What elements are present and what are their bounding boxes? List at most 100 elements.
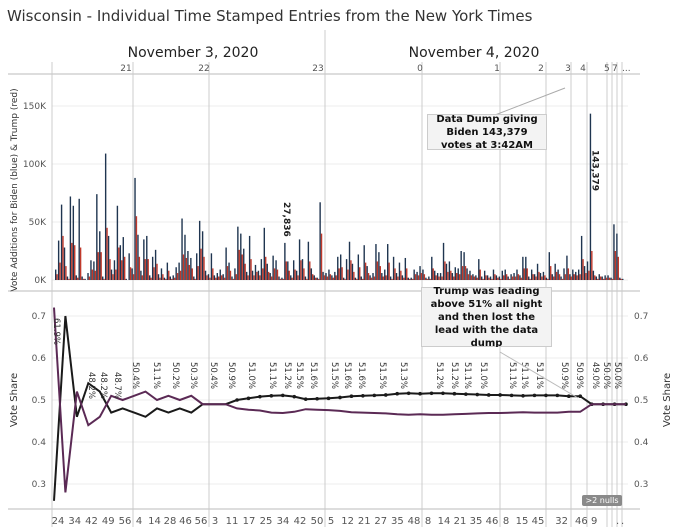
trump-bar (309, 261, 311, 280)
line-ytick-label-right: 0.3 (634, 480, 648, 490)
biden-bar (354, 277, 357, 280)
trump-bar (400, 270, 402, 280)
trump-bar (523, 268, 525, 280)
trump-bar (76, 277, 79, 280)
trump-share-point (475, 392, 480, 397)
trump-bar (265, 256, 267, 280)
trump-bar (470, 275, 473, 280)
biden-bar (431, 256, 433, 280)
trump-bar (602, 278, 605, 280)
line-ytick-label-right: 0.5 (634, 396, 648, 406)
biden-bar (563, 268, 565, 280)
vote-share-point-label: 48.2% (98, 372, 108, 399)
minute-tick-label: 49 (102, 516, 115, 527)
trump-bar (423, 274, 426, 280)
vote-share-point-label: 49.0% (590, 362, 600, 389)
data-dump-annotation-box: Data Dump giving Biden 143,379 votes at … (427, 114, 547, 150)
vote-share-point-label: 51.1% (151, 362, 161, 389)
trump-bar (82, 278, 85, 280)
minute-tick-label: 25 (260, 516, 273, 527)
trump-bar (288, 270, 290, 280)
nulls-badge (582, 495, 622, 506)
trump-bar (147, 259, 149, 280)
trump-bar (356, 278, 358, 280)
trump-bar (306, 278, 308, 280)
trump-bar (176, 273, 179, 280)
trump-share-point (567, 394, 571, 399)
trump-bar (91, 269, 94, 280)
biden-bar (404, 257, 407, 280)
biden-bar (495, 275, 498, 280)
hour-label: 3 (565, 64, 571, 74)
trump-bar (376, 261, 379, 280)
biden-bar (619, 277, 621, 280)
minute-tick-label: 11 (226, 516, 239, 527)
biden-bar (204, 270, 207, 280)
biden-bar (572, 269, 574, 280)
trump-bar (220, 275, 223, 280)
vote-share-point-label: 50.9% (574, 362, 584, 389)
trump-bar (273, 268, 276, 280)
biden-bar (486, 275, 489, 280)
biden-bar (210, 253, 213, 280)
trump-share-point (303, 397, 308, 401)
trump-bar (585, 273, 587, 280)
minute-tick-label: 8 (503, 516, 509, 527)
trump-bar (247, 275, 249, 280)
trump-bar (441, 276, 443, 280)
biden-bar (577, 269, 580, 280)
minute-tick-label: 50 (311, 516, 324, 527)
biden-bar (478, 259, 480, 280)
biden-bar (154, 249, 157, 280)
minute-tick-label: 14 (148, 516, 161, 527)
biden-bar (278, 276, 280, 280)
biden-bar (384, 269, 386, 280)
trump-share-point (246, 396, 251, 401)
trump-bar (253, 275, 255, 280)
trump-bar (353, 271, 355, 280)
trump-bar (426, 278, 429, 280)
bar-value-label: 27,836 (281, 202, 291, 237)
line-ytick-label-left: 0.5 (32, 396, 46, 406)
trump-bar (182, 254, 185, 280)
trump-bar (71, 242, 73, 280)
trump-bar (570, 276, 572, 280)
trump-bar (244, 263, 246, 280)
trump-bar (212, 268, 214, 280)
trump-bar (197, 266, 199, 280)
line-series (53, 307, 628, 501)
minute-tick-label: 24 (52, 516, 65, 527)
trump-bar (599, 276, 602, 280)
vote-share-point-label: 50.4% (208, 362, 218, 389)
vote-share-point-label: 51.1% (519, 362, 529, 389)
biden-bar (72, 205, 75, 280)
biden-bar (434, 270, 436, 280)
trump-share-point (544, 393, 548, 398)
trump-bar (532, 274, 534, 280)
trump-bar (491, 278, 493, 280)
minute-tick-label: 28 (164, 516, 177, 527)
biden-bar (313, 275, 315, 280)
biden-bar (522, 256, 524, 280)
biden-bar (445, 263, 448, 280)
line-ytick-label-right: 0.6 (634, 354, 649, 364)
trump-bar (538, 271, 540, 280)
trump-bar (74, 245, 76, 280)
trump-bar (617, 256, 619, 280)
trump-bar (564, 274, 567, 280)
biden-bar (99, 231, 101, 280)
hour-label: 7 (612, 64, 618, 74)
minute-tick-label: 27 (374, 516, 387, 527)
biden-bar (251, 270, 254, 280)
trump-bar (614, 251, 617, 280)
trump-bar (567, 268, 570, 280)
biden-bar (160, 268, 163, 280)
biden-bar (228, 262, 230, 280)
biden-bar (454, 267, 456, 280)
vote-share-point-label: 51.5% (294, 362, 304, 389)
trump-share-point (509, 393, 514, 398)
trump-bar (103, 278, 105, 280)
biden-bar (586, 261, 589, 280)
biden-bar (413, 269, 415, 280)
biden-bar (190, 257, 192, 280)
